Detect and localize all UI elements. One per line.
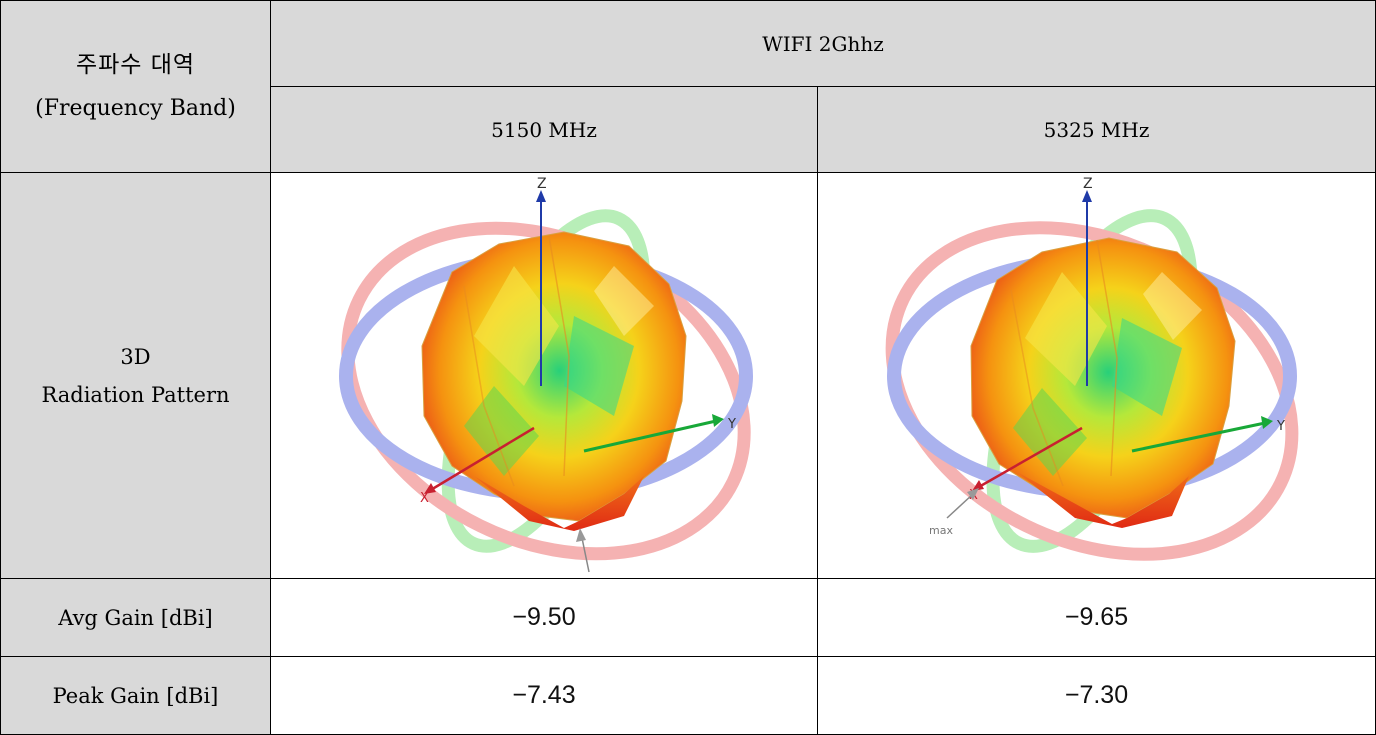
frequency-5325-cell: 5325 MHz [817,86,1376,173]
avg-gain-label: Avg Gain [dBi] [0,578,271,657]
avg-gain-5150-value: −9.50 [270,578,818,657]
y-axis-label: Y [727,417,736,432]
peak-gain-5325-value: −7.30 [817,656,1376,735]
y-axis-label: Y [1276,419,1285,434]
band-name-cell: WIFI 2Ghhz [270,0,1376,87]
radiation-pattern-5150-image: Z Y X [339,176,753,572]
avg-gain-5325-value: −9.65 [817,578,1376,657]
radiation-pattern-label: 3D Radiation Pattern [0,172,271,579]
frequency-band-header: 주파수 대역 (Frequency Band) [0,0,271,173]
z-axis: Z [536,176,547,386]
radiation-pattern-label-line2: Radiation Pattern [41,382,230,407]
frequency-5150-cell: 5150 MHz [270,86,818,173]
peak-gain-5150-value: −7.43 [270,656,818,735]
y-axis: Y [1131,415,1285,452]
z-axis-label: Z [1083,176,1093,192]
max-marker-label: max [929,524,953,537]
z-axis: Z [1081,176,1093,386]
radiation-pattern-5150-cell: Z Y X [270,172,818,579]
peak-gain-label: Peak Gain [dBi] [0,656,271,735]
z-axis-label: Z [537,176,547,192]
frequency-band-label-en: (Frequency Band) [35,95,236,121]
radiation-pattern-5325-image: Z Y X max [885,176,1298,561]
radiation-lobe [421,230,687,531]
radiation-pattern-label-line1: 3D [120,344,151,369]
y-axis: Y [583,413,736,452]
frequency-band-label-ko: 주파수 대역 [75,51,196,78]
max-marker-arrow: max [929,487,979,537]
x-axis-label: X [420,491,429,506]
max-marker-arrow [576,527,590,572]
x-axis: X [420,426,535,506]
radiation-pattern-5325-cell: Z Y X max [817,172,1376,579]
